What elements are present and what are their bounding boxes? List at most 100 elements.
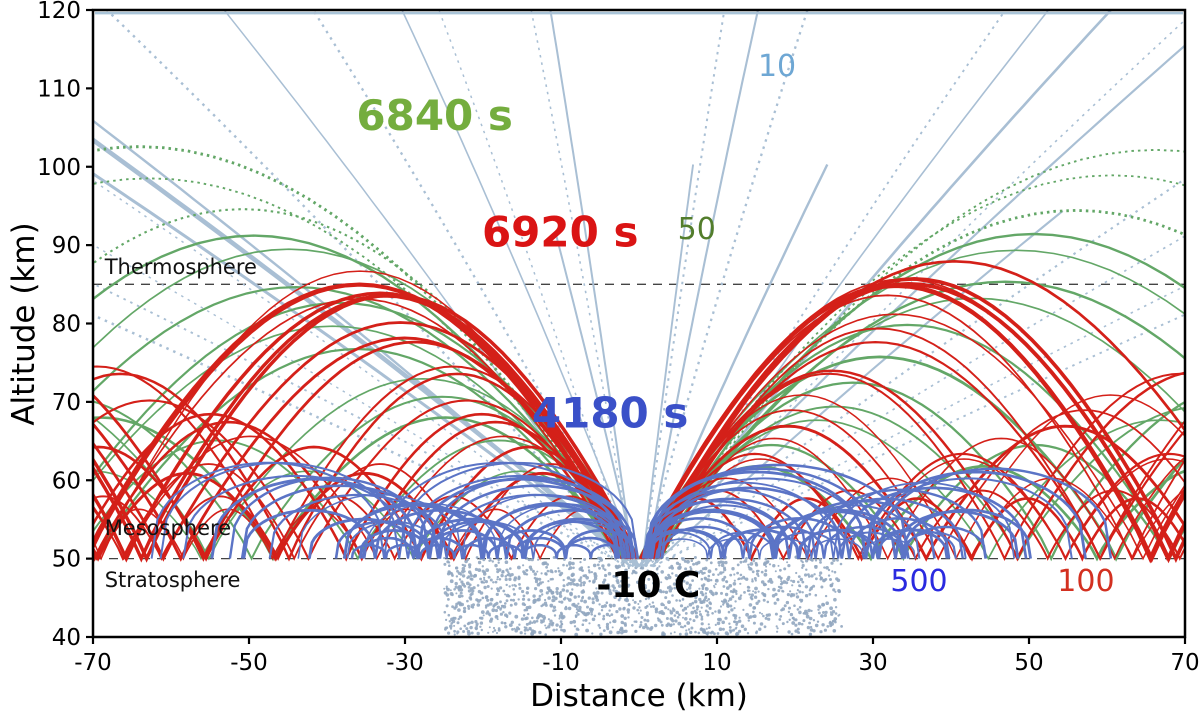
cloud-dot (786, 593, 791, 597)
cloud-dot (644, 597, 648, 601)
cloud-dot (810, 574, 814, 578)
cloud-dot (688, 602, 693, 607)
cloud-dot (755, 630, 758, 633)
cloud-dot (463, 624, 467, 628)
cloud-dot (746, 585, 750, 589)
cloud-dot (460, 594, 464, 598)
cloud-dot (505, 583, 508, 587)
cloud-dot (657, 588, 661, 593)
cloud-dot (545, 626, 548, 630)
cloud-dot (521, 589, 525, 594)
cloud-dot (829, 624, 833, 628)
cloud-dot (722, 585, 726, 588)
cloud-dot (470, 631, 474, 635)
cloud-dot (720, 600, 723, 603)
y-tick-label: 110 (37, 76, 81, 102)
cloud-dot (752, 610, 755, 614)
cloud-dot (547, 618, 551, 621)
cloud-dot (451, 605, 454, 609)
cloud-dot (742, 575, 746, 579)
cloud-dot (582, 581, 586, 585)
cloud-dot (824, 610, 828, 615)
cloud-dot (552, 556, 556, 559)
cloud-dot (707, 598, 711, 601)
cloud-dot (456, 630, 460, 634)
cloud-dot (537, 558, 540, 561)
x-tick-label: -10 (542, 650, 580, 676)
cloud-dot (476, 603, 481, 607)
cloud-dot (781, 622, 785, 626)
cloud-dot (745, 612, 749, 617)
annotation-10-c: -10 C (596, 565, 700, 606)
cloud-dot (465, 581, 470, 586)
cloud-dot (749, 562, 754, 566)
cloud-dot (577, 613, 580, 616)
cloud-dot (484, 580, 488, 584)
cloud-dot (616, 571, 621, 575)
cloud-dot (695, 615, 699, 619)
cloud-dot (820, 585, 824, 589)
cloud-dot (626, 592, 629, 595)
cloud-dot (463, 606, 467, 611)
cloud-dot (656, 566, 659, 570)
cloud-dot (443, 562, 447, 566)
cloud-dot (449, 592, 454, 596)
cloud-dot (706, 578, 711, 583)
cloud-dot (823, 566, 826, 569)
cloud-dot (513, 578, 517, 582)
cloud-dot (790, 579, 793, 582)
cloud-dot (467, 604, 470, 608)
cloud-dot (692, 606, 695, 610)
cloud-dot (728, 626, 732, 629)
cloud-dot (603, 578, 607, 582)
cloud-dot (695, 608, 699, 611)
cloud-dot (799, 598, 802, 602)
y-tick-label: 60 (52, 468, 81, 494)
cloud-dot (758, 611, 762, 614)
cloud-dot (719, 605, 723, 608)
cloud-dot (500, 573, 504, 578)
cloud-dot (608, 588, 612, 593)
cloud-dot (807, 608, 811, 613)
cloud-dot (793, 618, 796, 621)
cloud-dot (809, 587, 813, 591)
cloud-dot (495, 615, 498, 618)
annotation-6920-s: 6920 s (482, 208, 639, 257)
cloud-dot (541, 581, 545, 584)
cloud-dot (760, 580, 765, 584)
cloud-dot (564, 606, 568, 611)
cloud-dot (705, 558, 709, 562)
cloud-dot (804, 611, 809, 616)
cloud-dot (809, 632, 812, 636)
cloud-dot (476, 584, 480, 587)
cloud-dot (604, 587, 608, 590)
cloud-dot (638, 606, 641, 609)
cloud-dot (704, 587, 709, 591)
cloud-dot (496, 568, 499, 571)
cloud-dot (560, 628, 563, 632)
cloud-dot (725, 580, 729, 584)
cloud-dot (562, 563, 565, 567)
cloud-dot (443, 557, 446, 560)
cloud-dot (531, 616, 534, 620)
cloud-dot (831, 582, 834, 585)
cloud-dot (594, 595, 599, 600)
cloud-dot (445, 593, 450, 597)
cloud-dot (607, 571, 612, 576)
cloud-dot (655, 578, 660, 583)
cloud-dot (525, 622, 529, 626)
cloud-dot (836, 558, 839, 562)
cloud-dot (589, 609, 594, 614)
escape-ray (641, 18, 1185, 568)
cloud-dot (571, 588, 574, 591)
cloud-dot (804, 585, 809, 589)
cloud-dot (752, 621, 756, 625)
cloud-dot (781, 607, 785, 611)
cloud-dot (783, 567, 787, 571)
cloud-dot (582, 619, 585, 622)
cloud-dot (796, 589, 800, 592)
cloud-dot (670, 564, 674, 568)
cloud-dot (840, 625, 843, 628)
cloud-dot (692, 562, 696, 566)
cloud-dot (764, 616, 768, 620)
